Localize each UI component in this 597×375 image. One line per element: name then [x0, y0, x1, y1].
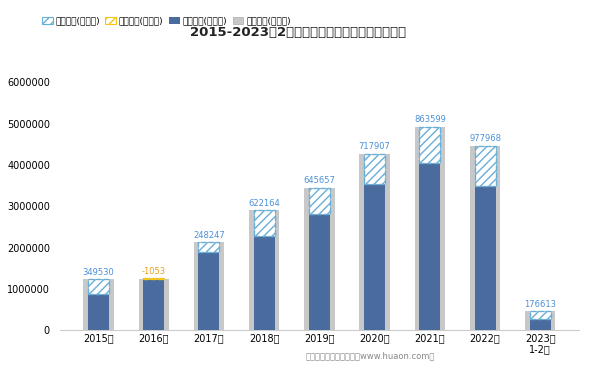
Bar	[88, 279, 109, 294]
Bar	[198, 242, 220, 252]
Text: -1053: -1053	[141, 267, 166, 276]
Bar	[364, 154, 385, 184]
Bar	[475, 146, 496, 186]
Bar	[470, 146, 500, 330]
Bar	[88, 279, 109, 294]
Text: 制图：华经产业研究院（www.huaon.com）: 制图：华经产业研究院（www.huaon.com）	[306, 351, 435, 360]
Text: 349530: 349530	[82, 268, 115, 277]
Text: 645657: 645657	[303, 176, 336, 185]
Bar	[419, 127, 441, 162]
Bar	[309, 188, 330, 214]
Bar	[84, 279, 113, 330]
Bar	[475, 186, 496, 330]
Text: 176613: 176613	[524, 300, 556, 309]
Legend: 贸易顺差(万美元), 贸易逆差(万美元), 进口总额(万美元), 出口总额(万美元): 贸易顺差(万美元), 贸易逆差(万美元), 进口总额(万美元), 出口总额(万美…	[38, 13, 294, 29]
Bar	[254, 210, 275, 236]
Bar	[530, 319, 551, 330]
Bar	[359, 154, 390, 330]
Bar	[364, 184, 385, 330]
Text: 717907: 717907	[359, 142, 390, 152]
Bar	[249, 210, 279, 330]
Bar	[530, 312, 551, 319]
Text: 977968: 977968	[469, 134, 501, 143]
Bar	[364, 154, 385, 184]
Bar	[525, 312, 555, 330]
Bar	[143, 279, 164, 330]
Bar	[194, 242, 224, 330]
Bar	[88, 294, 109, 330]
Bar	[419, 162, 441, 330]
Bar	[304, 188, 334, 330]
Bar	[309, 214, 330, 330]
Text: 2015-2023年2月成都高新综合保税区进出口差额: 2015-2023年2月成都高新综合保税区进出口差额	[190, 26, 407, 39]
Bar	[530, 312, 551, 319]
Bar	[419, 127, 441, 162]
Bar	[254, 210, 275, 236]
Text: 248247: 248247	[193, 231, 225, 240]
Bar	[415, 127, 445, 330]
Text: 622164: 622164	[248, 199, 280, 208]
Text: 863599: 863599	[414, 116, 446, 124]
Bar	[198, 252, 220, 330]
Bar	[254, 236, 275, 330]
Bar	[309, 188, 330, 214]
Bar	[475, 146, 496, 186]
Bar	[198, 242, 220, 252]
Bar	[139, 279, 169, 330]
